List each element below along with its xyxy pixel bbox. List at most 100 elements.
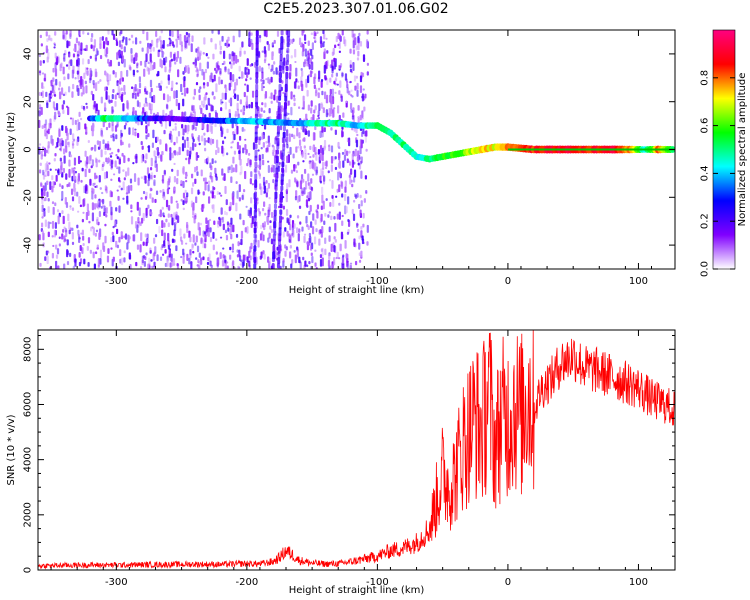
noise-speckle <box>152 94 156 104</box>
noise-speckle <box>69 117 73 120</box>
noise-speckle <box>233 89 236 94</box>
y-axis-title: Frequency (Hz) <box>6 112 17 188</box>
streak-2 <box>281 149 285 157</box>
noise-speckle <box>78 121 81 131</box>
noise-speckle <box>230 217 233 225</box>
noise-speckle <box>289 146 292 155</box>
noise-speckle <box>84 160 87 167</box>
noise-speckle <box>264 212 267 216</box>
noise-speckle <box>362 223 365 228</box>
noise-speckle <box>290 169 294 174</box>
noise-speckle <box>100 205 103 209</box>
noise-speckle <box>124 171 128 177</box>
noise-speckle <box>51 252 55 259</box>
noise-speckle <box>351 95 354 98</box>
noise-speckle <box>116 189 119 192</box>
noise-speckle <box>314 105 317 111</box>
noise-speckle <box>333 107 336 110</box>
noise-speckle <box>311 54 314 60</box>
noise-speckle <box>194 242 197 246</box>
noise-speckle <box>105 126 109 131</box>
noise-speckle <box>350 89 353 92</box>
noise-speckle <box>110 160 114 168</box>
noise-speckle <box>263 185 267 194</box>
streak-2 <box>277 257 281 265</box>
noise-speckle <box>336 251 339 259</box>
noise-speckle <box>53 42 56 46</box>
noise-speckle <box>304 260 307 267</box>
noise-speckle <box>332 198 335 207</box>
noise-speckle <box>69 252 72 258</box>
noise-speckle <box>321 194 324 204</box>
noise-speckle <box>236 102 239 111</box>
noise-speckle <box>273 155 277 164</box>
noise-speckle <box>180 41 184 47</box>
noise-speckle <box>317 116 321 120</box>
streak-0 <box>253 197 257 205</box>
noise-speckle <box>110 134 113 139</box>
streak-1 <box>276 143 280 150</box>
noise-speckle <box>115 228 119 235</box>
noise-speckle <box>58 127 61 130</box>
noise-speckle <box>41 204 44 213</box>
noise-speckle <box>182 207 185 211</box>
noise-speckle <box>173 187 176 191</box>
noise-speckle <box>309 70 313 78</box>
noise-speckle <box>349 102 353 110</box>
noise-speckle <box>234 129 237 136</box>
noise-speckle <box>248 250 251 259</box>
noise-speckle <box>92 45 95 52</box>
noise-speckle <box>357 36 360 44</box>
noise-speckle <box>155 85 159 88</box>
noise-speckle <box>76 224 79 229</box>
noise-speckle <box>146 167 150 175</box>
noise-speckle <box>182 192 186 199</box>
noise-speckle <box>149 43 153 48</box>
noise-speckle <box>324 166 328 170</box>
noise-speckle <box>157 37 160 41</box>
noise-speckle <box>296 181 299 187</box>
noise-speckle <box>135 261 138 267</box>
noise-speckle <box>117 85 120 93</box>
noise-speckle <box>250 101 254 109</box>
noise-speckle <box>272 70 275 75</box>
noise-speckle <box>133 57 136 64</box>
noise-speckle <box>248 260 251 267</box>
noise-speckle <box>159 190 162 193</box>
y-tick-label: 2000 <box>23 502 34 527</box>
noise-speckle <box>297 145 300 149</box>
noise-speckle <box>145 128 148 133</box>
noise-speckle <box>67 86 71 93</box>
noise-speckle <box>110 237 113 243</box>
noise-speckle <box>363 106 366 112</box>
noise-speckle <box>53 46 56 49</box>
noise-speckle <box>159 209 162 218</box>
noise-speckle <box>190 261 193 269</box>
noise-speckle <box>94 194 97 199</box>
streak-1 <box>278 71 282 79</box>
noise-speckle <box>121 39 124 42</box>
noise-speckle <box>51 201 55 205</box>
noise-speckle <box>54 168 58 171</box>
streak-2 <box>286 41 290 48</box>
noise-speckle <box>104 223 107 227</box>
noise-speckle <box>128 252 131 260</box>
noise-speckle <box>282 91 285 94</box>
noise-speckle <box>87 139 90 144</box>
noise-speckle <box>165 86 168 89</box>
noise-speckle <box>68 59 72 64</box>
noise-speckle <box>118 236 121 243</box>
noise-speckle <box>104 150 107 155</box>
noise-speckle <box>48 94 51 103</box>
noise-speckle <box>276 95 279 103</box>
noise-speckle <box>224 261 227 269</box>
streak-2 <box>280 179 284 186</box>
noise-speckle <box>68 61 71 70</box>
noise-speckle <box>94 144 97 152</box>
noise-speckle <box>268 261 271 269</box>
noise-speckle <box>304 61 308 67</box>
noise-speckle <box>265 180 268 184</box>
noise-speckle <box>310 186 313 191</box>
noise-speckle <box>163 232 166 241</box>
noise-speckle <box>318 70 321 80</box>
